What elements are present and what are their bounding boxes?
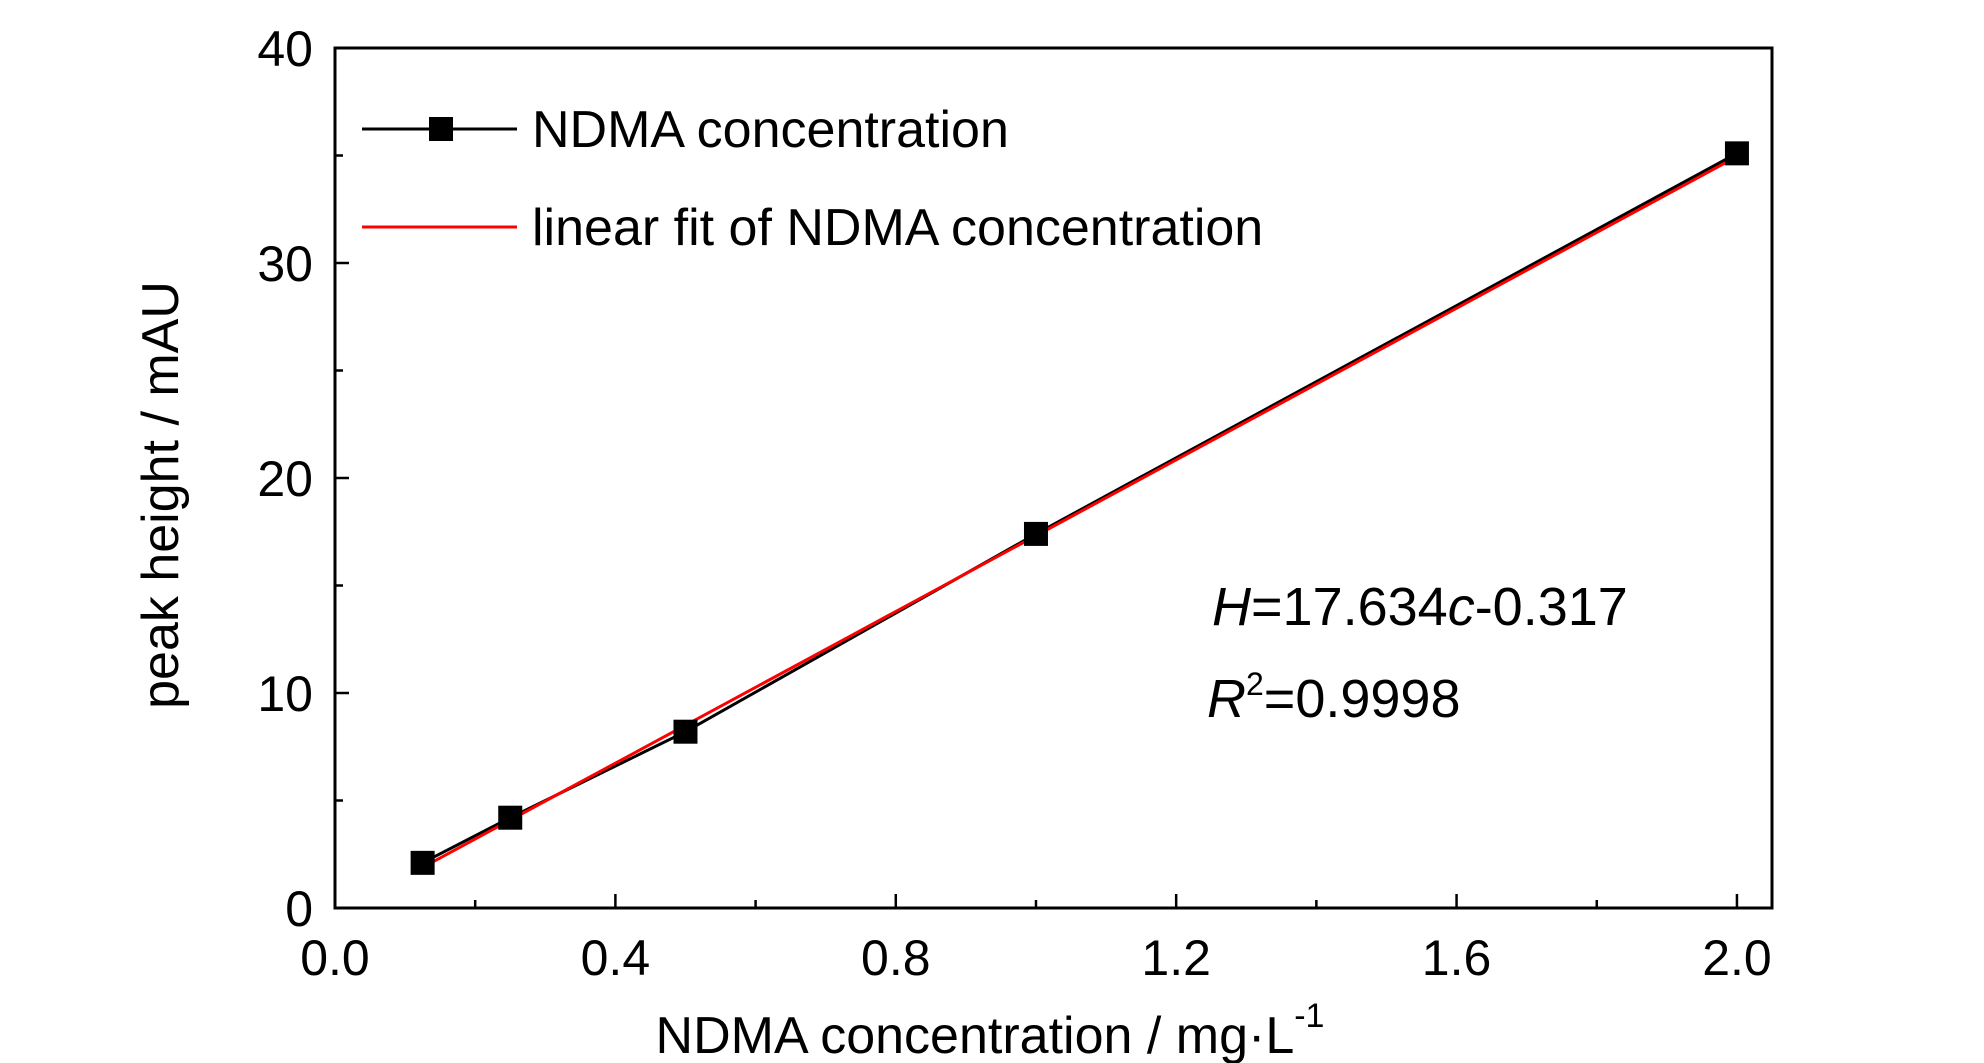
x-tick-label: 0.4 bbox=[581, 930, 651, 986]
plot-series bbox=[410, 141, 1749, 875]
r-squared-r: R bbox=[1207, 669, 1246, 729]
y-tick-label: 40 bbox=[257, 21, 313, 77]
y-tick-label: 0 bbox=[285, 881, 313, 937]
data-point-ndma bbox=[1724, 141, 1749, 166]
equation-intercept: -0.317 bbox=[1475, 577, 1628, 637]
plot-frame bbox=[333, 46, 1774, 910]
series-line-ndma bbox=[421, 152, 1738, 865]
equation-text: H=17.634c-0.317 bbox=[1212, 577, 1628, 637]
x-tick-label: 0.8 bbox=[861, 930, 931, 986]
x-tick-label: 2.0 bbox=[1702, 930, 1772, 986]
axes: 0.0 0.4 0.8 1.2 1.6 2.0 0 10 20 30 40 bbox=[257, 21, 1774, 986]
data-point-ndma bbox=[673, 719, 698, 744]
r-squared-text: R2=0.9998 bbox=[1207, 666, 1461, 729]
y-tick-label: 10 bbox=[257, 666, 313, 722]
fit-equation: H=17.634c-0.317 R2=0.9998 bbox=[1207, 577, 1628, 729]
data-point-ndma bbox=[410, 850, 435, 875]
equation-h: H bbox=[1212, 577, 1252, 637]
legend-label-ndma: NDMA concentration bbox=[532, 101, 1009, 159]
r-squared-value: =0.9998 bbox=[1264, 669, 1461, 729]
equation-c: c bbox=[1448, 577, 1475, 637]
x-axis-title-sup: -1 bbox=[1294, 997, 1324, 1035]
legend: NDMA concentration linear fit of NDMA co… bbox=[362, 101, 1263, 257]
x-tick-label: 0.0 bbox=[300, 930, 370, 986]
y-axis-title: peak height / mAU bbox=[132, 281, 190, 709]
equation-coef: =17.634 bbox=[1251, 577, 1448, 637]
y-tick-label: 30 bbox=[257, 236, 313, 292]
series-line-linear-fit bbox=[421, 155, 1738, 869]
legend-marker-ndma bbox=[429, 117, 453, 141]
x-axis-title-main: NDMA concentration / mg·L bbox=[656, 1007, 1295, 1063]
x-axis-title: NDMA concentration / mg·L-1 bbox=[656, 997, 1325, 1063]
legend-label-fit: linear fit of NDMA concentration bbox=[532, 199, 1263, 257]
data-point-ndma bbox=[1023, 521, 1048, 546]
r-squared-sup: 2 bbox=[1246, 666, 1264, 702]
x-tick-label: 1.2 bbox=[1141, 930, 1211, 986]
x-tick-label: 1.6 bbox=[1422, 930, 1492, 986]
y-tick-label: 20 bbox=[257, 451, 313, 507]
data-point-ndma bbox=[498, 805, 523, 830]
